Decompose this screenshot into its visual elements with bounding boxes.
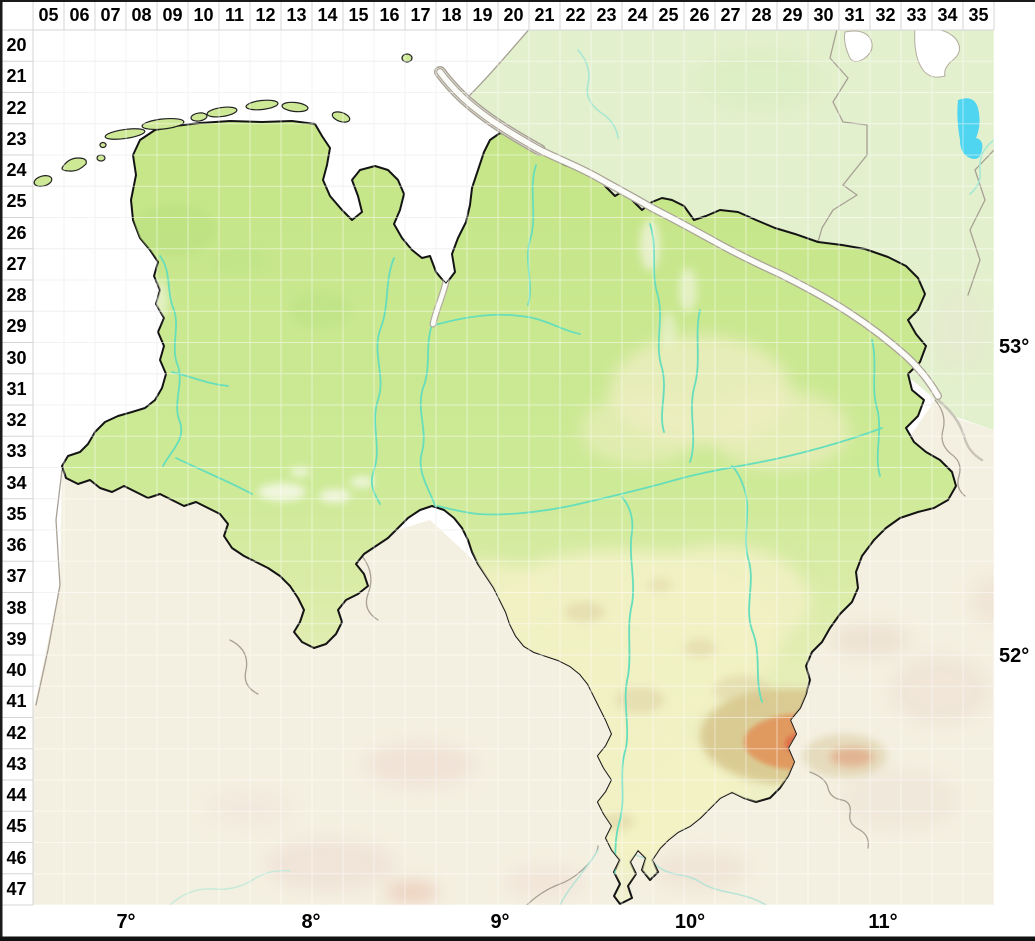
river-wuemme <box>434 313 581 335</box>
grid-column-label: 25 <box>658 5 679 25</box>
grid-row-label: 38 <box>6 597 27 618</box>
grid-column-label: 24 <box>627 5 648 25</box>
grid-row-label: 24 <box>6 160 27 180</box>
river-hase <box>175 457 253 495</box>
neighbor-terrain-shading <box>205 50 994 903</box>
grid-column-label: 12 <box>255 5 276 25</box>
grid-row-label: 32 <box>6 410 27 430</box>
east-frisian-islands <box>33 53 413 187</box>
grid-column-label: 09 <box>162 5 183 25</box>
grid-column-label: 28 <box>751 5 772 25</box>
grid-column-label: 27 <box>720 5 741 25</box>
longitude-label: 10° <box>674 911 706 933</box>
neighbor-borders <box>35 30 994 905</box>
grid-row-label: 20 <box>6 35 27 55</box>
grid-row-label: 36 <box>6 535 27 555</box>
grid-column-label: 14 <box>317 5 338 25</box>
map-area <box>33 30 994 905</box>
grid-row-label: 30 <box>6 347 27 368</box>
grid-column-label: 23 <box>596 5 617 25</box>
grid-row-label: 28 <box>6 285 27 305</box>
header-separators <box>0 0 995 906</box>
longitude-label: 7° <box>116 911 136 933</box>
grid-column-label: 35 <box>968 5 989 25</box>
grid-row-label: 34 <box>6 472 27 493</box>
rivers-outside <box>169 49 994 905</box>
latitude-label: 52° <box>999 645 1030 667</box>
grid-row-label: 33 <box>6 441 27 462</box>
grid-column-label: 29 <box>782 5 803 25</box>
grid-column-label: 10 <box>193 5 214 25</box>
grid-row-label: 46 <box>6 847 27 868</box>
grid-row-label: 43 <box>6 753 27 774</box>
river-hunte <box>370 257 395 505</box>
river-oker <box>731 465 763 703</box>
grid-row-label: 42 <box>6 722 27 743</box>
grid-column-label: 18 <box>441 5 462 25</box>
grid-row-label: 44 <box>6 785 27 805</box>
longitude-label: 11° <box>868 911 898 933</box>
grid-row-label: 21 <box>6 66 27 87</box>
grid-column-label: 31 <box>844 5 865 25</box>
grid-column-label: 07 <box>100 5 121 25</box>
grid-column-label: 17 <box>410 5 431 25</box>
river-leine <box>611 496 635 893</box>
grid-column-label: 22 <box>565 5 586 25</box>
grid-row-label: 26 <box>6 222 27 243</box>
river-oste <box>527 164 537 306</box>
grid-column-label: 16 <box>379 5 400 25</box>
graticule-land <box>33 30 994 905</box>
river-ilmenau <box>649 223 665 433</box>
grid-column-label: 15 <box>348 5 369 25</box>
grid-column-label: 34 <box>937 5 958 25</box>
harz-east-shading <box>803 734 887 778</box>
grid-row-label: 37 <box>6 566 27 587</box>
weser-estuary-band <box>429 278 450 328</box>
grid-row-label: 40 <box>6 660 27 680</box>
grid-column-label: 20 <box>503 5 524 25</box>
grid-row-label: 31 <box>6 378 27 399</box>
lake-blue <box>957 98 983 159</box>
grid-row-label: 22 <box>6 97 27 118</box>
grid-column-label: 21 <box>534 5 555 25</box>
grid-column-label: 11 <box>224 5 245 25</box>
grid-row-label: 41 <box>6 691 27 712</box>
longitude-label: 9° <box>490 911 510 933</box>
grid-row-label: 35 <box>6 503 27 524</box>
river-oertze <box>689 309 701 463</box>
latitude-label: 53° <box>999 336 1030 358</box>
river-jeetzel <box>871 339 881 477</box>
grid-column-label: 05 <box>38 5 59 25</box>
moor-patches <box>152 219 697 503</box>
grid-column-label: 06 <box>69 5 90 25</box>
grid-column-label: 08 <box>131 5 152 25</box>
grid-row-label: 45 <box>6 816 27 837</box>
grid-row-label: 47 <box>6 878 27 899</box>
grid-row-label: 25 <box>6 191 27 212</box>
grid-column-label: 32 <box>875 5 896 25</box>
grid-column-label: 33 <box>906 5 927 25</box>
northeast-lakes <box>844 30 983 159</box>
grid-row-label: 23 <box>6 128 27 149</box>
river-aller <box>437 427 883 516</box>
longitude-label: 8° <box>301 911 321 933</box>
grid-row-label: 29 <box>6 316 27 337</box>
grid-column-label: 30 <box>813 5 834 25</box>
grid-column-label: 13 <box>286 5 307 25</box>
grid-row-label: 27 <box>6 253 27 274</box>
grid-row-label: 39 <box>6 628 27 649</box>
grid-column-label: 26 <box>689 5 710 25</box>
grid-column-label: 19 <box>472 5 493 25</box>
